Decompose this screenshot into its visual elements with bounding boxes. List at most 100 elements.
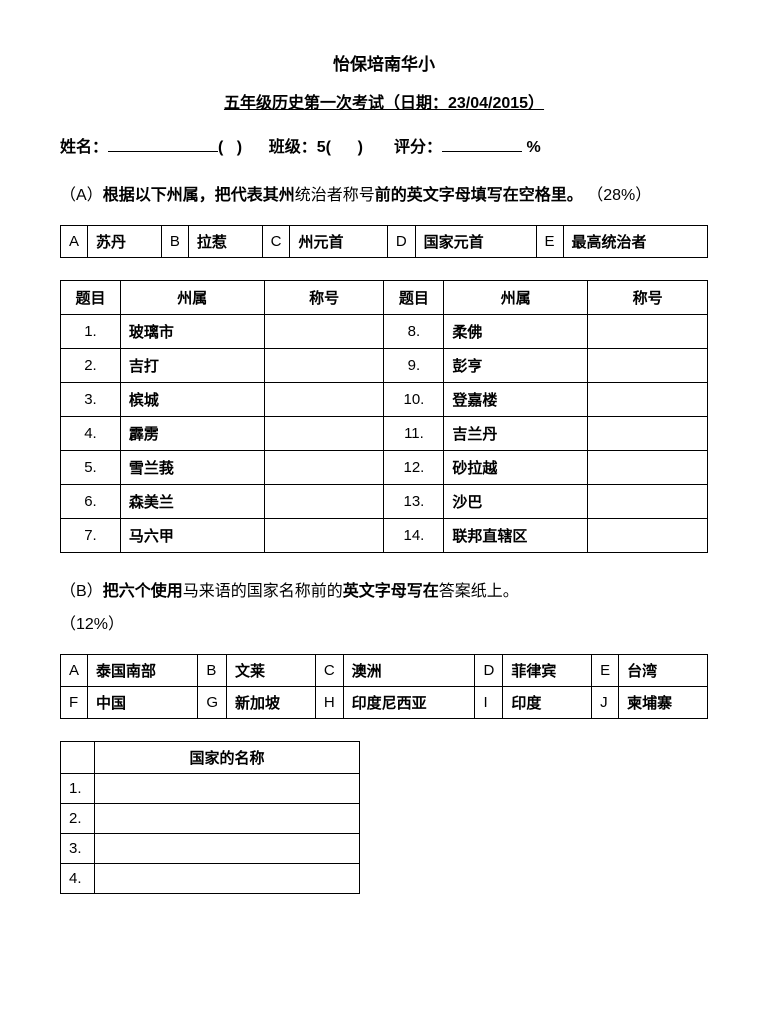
class-close: ) [358, 139, 363, 156]
section-b-instructions: （B）把六个使用马来语的国家名称前的英文字母写在答案纸上。 （12%） [60, 575, 708, 642]
option-key: B [161, 225, 188, 257]
option-key: I [475, 686, 503, 718]
answer-cell[interactable] [95, 863, 360, 893]
answer-num: 1. [61, 773, 95, 803]
option-value: 州元首 [290, 225, 387, 257]
option-key: B [198, 654, 227, 686]
state-name: 沙巴 [444, 484, 588, 518]
col-title-r: 称号 [588, 280, 708, 314]
state-name: 雪兰莪 [120, 450, 264, 484]
section-a-bold1: 根据以下州属，把代表其州 [103, 187, 295, 204]
section-b-bold1: 把六个使用 [103, 583, 183, 600]
option-value: 新加坡 [227, 686, 316, 718]
option-value: 柬埔寨 [619, 686, 708, 718]
row-num: 1. [61, 314, 121, 348]
option-value: 菲律宾 [503, 654, 592, 686]
option-key: H [315, 686, 343, 718]
answer-cell[interactable] [588, 416, 708, 450]
answer-cell[interactable] [588, 518, 708, 552]
option-key: F [61, 686, 88, 718]
section-b-bold2: 英文字母写在 [343, 583, 439, 600]
answer-cell[interactable] [588, 382, 708, 416]
answer-cell[interactable] [588, 450, 708, 484]
row-num: 11. [384, 416, 444, 450]
answer-cell[interactable] [264, 518, 384, 552]
score-label: 评分： [394, 139, 442, 156]
col-num: 题目 [61, 280, 121, 314]
section-a-options-table: A苏丹B拉惹C州元首D国家元首E最高统治者 [60, 225, 708, 258]
row-num: 2. [61, 348, 121, 382]
section-b-plain1: 马来语的国家名称前的 [183, 583, 343, 600]
answer-cell[interactable] [264, 484, 384, 518]
option-value: 中国 [88, 686, 198, 718]
section-a-plain1: 统治者称号 [295, 187, 375, 204]
answer-num: 3. [61, 833, 95, 863]
section-a-prefix: （A） [60, 187, 103, 204]
answer-cell[interactable] [264, 416, 384, 450]
row-num: 3. [61, 382, 121, 416]
option-key: C [315, 654, 343, 686]
option-value: 台湾 [619, 654, 708, 686]
row-num: 14. [384, 518, 444, 552]
option-value: 澳洲 [343, 654, 475, 686]
answer-cell[interactable] [95, 833, 360, 863]
section-a-instructions: （A）根据以下州属，把代表其州统治者称号前的英文字母填写在空格里。 （28%） [60, 179, 708, 213]
answer-header-blank [61, 741, 95, 773]
col-title: 称号 [264, 280, 384, 314]
answer-cell[interactable] [264, 450, 384, 484]
paren-close: ) [237, 139, 242, 156]
row-num: 7. [61, 518, 121, 552]
class-label: 班级：5( [269, 139, 331, 156]
answer-cell[interactable] [95, 803, 360, 833]
state-name: 森美兰 [120, 484, 264, 518]
state-name: 联邦直辖区 [444, 518, 588, 552]
answer-cell[interactable] [588, 314, 708, 348]
answer-cell[interactable] [264, 348, 384, 382]
state-name: 柔佛 [444, 314, 588, 348]
score-blank[interactable] [442, 151, 522, 152]
section-a-main-table: 题目 州属 称号 题目 州属 称号 1.玻璃市8.柔佛2.吉打9.彭亨3.槟城1… [60, 280, 708, 553]
paren-open: ( [218, 139, 223, 156]
option-key: G [198, 686, 227, 718]
option-value: 文莱 [227, 654, 316, 686]
option-key: E [592, 654, 619, 686]
state-name: 登嘉楼 [444, 382, 588, 416]
state-name: 马六甲 [120, 518, 264, 552]
section-b-plain2: 答案纸上。 [439, 583, 519, 600]
option-key: D [475, 654, 503, 686]
section-b-answer-table: 国家的名称 1.2.3.4. [60, 741, 360, 894]
row-num: 13. [384, 484, 444, 518]
option-value: 印度尼西亚 [343, 686, 475, 718]
state-name: 砂拉越 [444, 450, 588, 484]
pct-sign: % [527, 139, 541, 156]
answer-num: 2. [61, 803, 95, 833]
col-state-r: 州属 [444, 280, 588, 314]
answer-cell[interactable] [588, 348, 708, 382]
answer-header: 国家的名称 [95, 741, 360, 773]
col-num-r: 题目 [384, 280, 444, 314]
option-value: 国家元首 [415, 225, 536, 257]
section-b-prefix: （B） [60, 583, 103, 600]
answer-cell[interactable] [95, 773, 360, 803]
answer-cell[interactable] [264, 314, 384, 348]
answer-cell[interactable] [588, 484, 708, 518]
name-blank[interactable] [108, 151, 218, 152]
state-name: 吉兰丹 [444, 416, 588, 450]
state-name: 槟城 [120, 382, 264, 416]
section-a-bold2: 前的英文字母填写在空格里。 [375, 187, 583, 204]
row-num: 10. [384, 382, 444, 416]
option-key: D [387, 225, 415, 257]
option-value: 泰国南部 [88, 654, 198, 686]
state-name: 玻璃市 [120, 314, 264, 348]
school-title: 怡保培南华小 [60, 50, 708, 75]
state-name: 吉打 [120, 348, 264, 382]
answer-cell[interactable] [264, 382, 384, 416]
option-key: E [536, 225, 563, 257]
section-b-options-table: A泰国南部B文莱C澳洲D菲律宾E台湾 F中国G新加坡H印度尼西亚I印度J柬埔寨 [60, 654, 708, 719]
option-key: C [262, 225, 290, 257]
state-name: 彭亨 [444, 348, 588, 382]
row-num: 4. [61, 416, 121, 450]
row-num: 9. [384, 348, 444, 382]
row-num: 8. [384, 314, 444, 348]
state-name: 霹雳 [120, 416, 264, 450]
